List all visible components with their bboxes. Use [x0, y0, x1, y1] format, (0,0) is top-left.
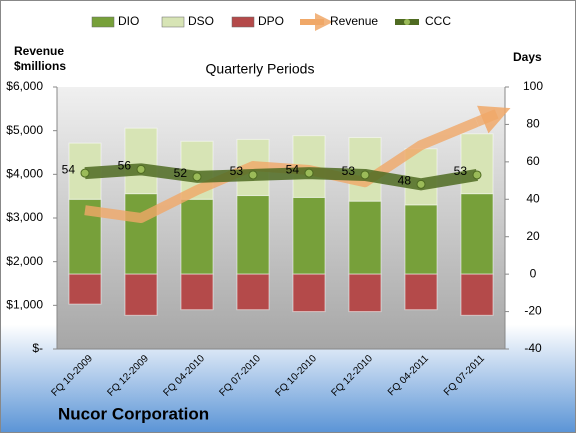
bar: [460, 133, 494, 195]
y-tick-label: $3,000: [6, 210, 43, 224]
y-label: Revenue: [14, 44, 64, 58]
bar: [348, 200, 382, 275]
y-tick-label: $1,000: [6, 298, 43, 312]
ccc-label: 56: [118, 159, 132, 173]
ccc-marker: [360, 170, 370, 180]
bar: [348, 273, 382, 313]
bar: [180, 198, 214, 275]
bar: [460, 273, 494, 316]
legend-swatch: [404, 19, 410, 25]
y-tick-label: $2,000: [6, 254, 43, 268]
revenue-arrow: [475, 105, 511, 134]
ccc-label: 52: [174, 166, 188, 180]
bar: [124, 127, 158, 195]
y-tick-label: $5,000: [6, 123, 43, 137]
bar: [124, 273, 158, 316]
legend-label: DPO: [258, 14, 284, 28]
ccc-marker: [304, 168, 314, 178]
y2-tick-label: 0: [530, 266, 537, 280]
y2-tick-label: -20: [524, 304, 542, 318]
bar: [460, 193, 494, 275]
ccc-label: 54: [62, 162, 76, 176]
legend-swatch: [91, 16, 115, 28]
bar: [404, 273, 438, 311]
y2-tick-label: 60: [526, 154, 540, 168]
ccc-marker: [136, 164, 146, 174]
y2-tick-label: 40: [526, 191, 540, 205]
footer: Nucor Corporation: [58, 404, 209, 423]
y2-tick-label: 20: [526, 229, 540, 243]
bar: [180, 273, 214, 311]
bar: [292, 273, 326, 313]
bar: [236, 273, 270, 311]
legend-label: Revenue: [330, 14, 378, 28]
bar: [68, 273, 102, 305]
y2-tick-label: -40: [524, 341, 542, 355]
y-tick-label: $4,000: [6, 167, 43, 181]
bar: [292, 196, 326, 275]
ccc-line: [84, 163, 478, 191]
y2-label: Days: [513, 50, 542, 64]
legend-swatch: [231, 16, 255, 28]
bar: [124, 193, 158, 275]
bar: [236, 195, 270, 275]
bar: [404, 204, 438, 275]
ccc-label: 53: [342, 164, 356, 178]
y2-tick-label: 80: [526, 117, 540, 131]
revenue-line: [84, 117, 479, 223]
y-label: $millions: [14, 59, 66, 73]
ccc-marker: [248, 170, 258, 180]
ccc-marker: [416, 179, 426, 189]
legend-label: DSO: [188, 14, 214, 28]
ccc-label: 48: [398, 173, 412, 187]
ccc-marker: [80, 168, 90, 178]
ccc-label: 53: [454, 164, 468, 178]
y2-tick-label: 100: [523, 79, 543, 93]
ccc-label: 54: [286, 162, 300, 176]
ccc-label: 53: [230, 164, 244, 178]
chart-title: Quarterly Periods: [206, 61, 315, 77]
legend-label: DIO: [118, 14, 139, 28]
y-tick-label: $-: [32, 341, 43, 355]
ccc-marker: [192, 172, 202, 182]
legend-swatch: [161, 16, 185, 28]
y-tick-label: $6,000: [6, 79, 43, 93]
ccc-marker: [472, 170, 482, 180]
legend-label: CCC: [425, 14, 451, 28]
